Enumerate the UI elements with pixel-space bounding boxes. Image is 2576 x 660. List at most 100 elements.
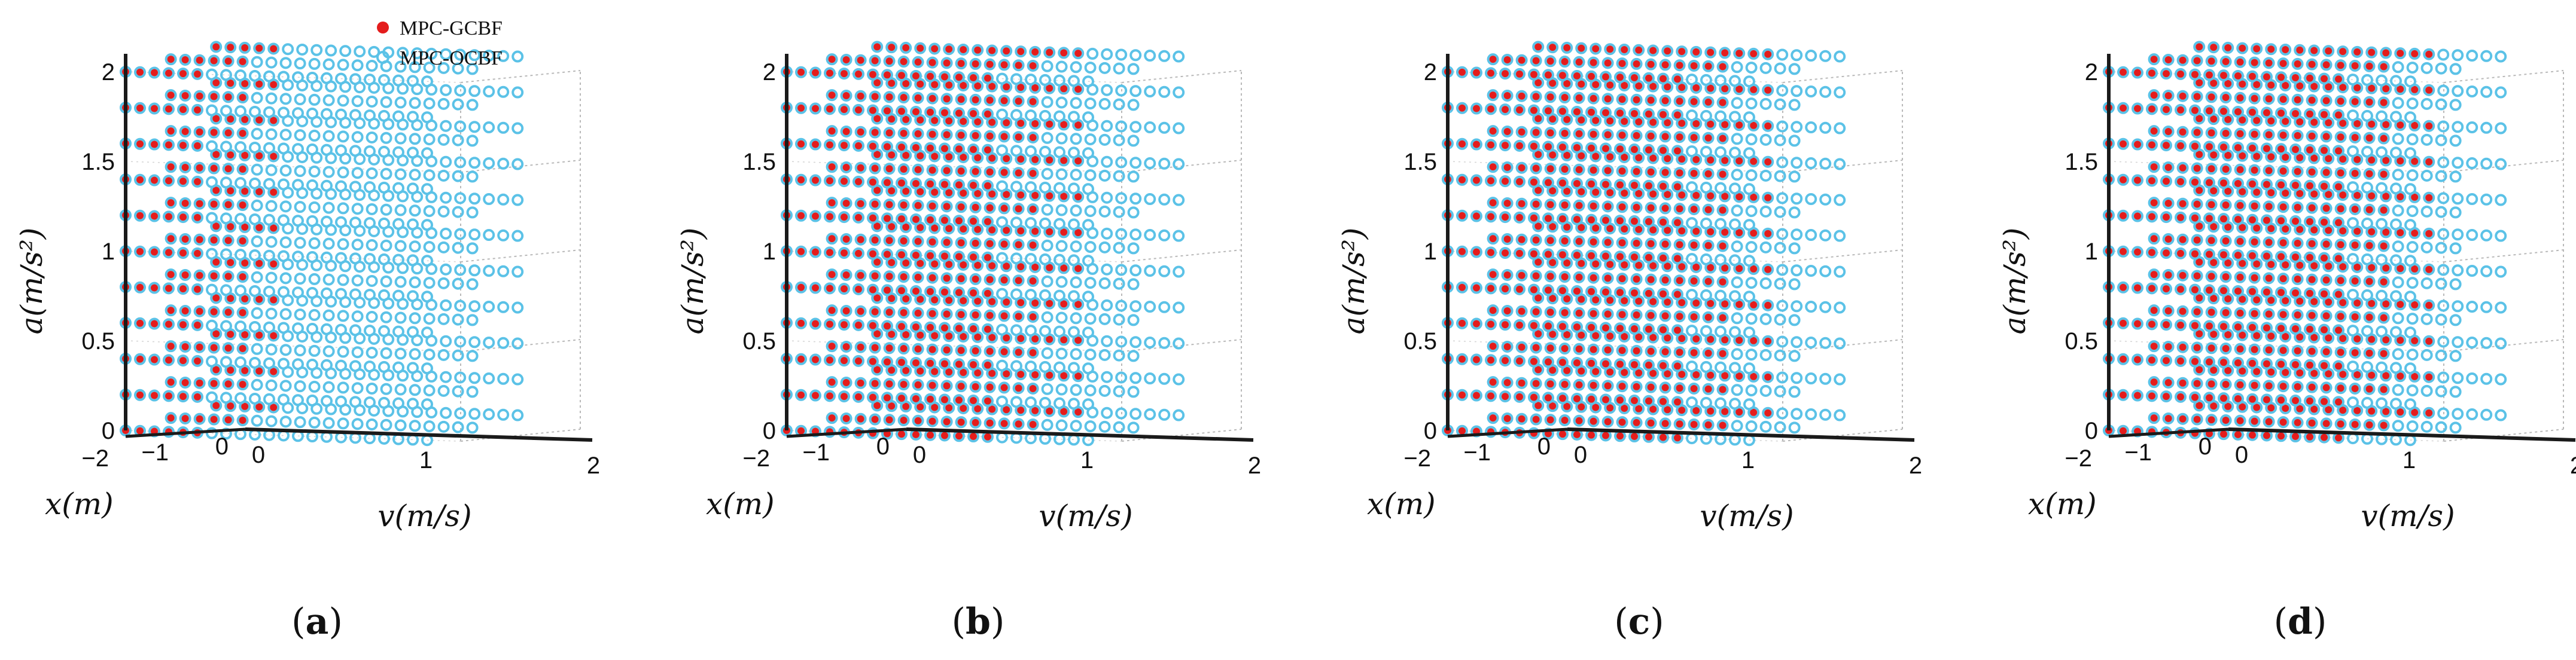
ocbf-point [912,414,924,427]
gcbf-point [900,166,908,173]
ocbf-point [967,143,979,156]
point-group [1012,310,1025,323]
point-group [483,121,495,134]
gcbf-point [826,249,833,256]
point-group [826,197,838,209]
point-group [454,371,467,384]
gcbf-point [1575,309,1583,317]
point-group [191,283,203,295]
point-group [1068,182,1080,195]
point-group [1115,192,1128,204]
ocbf-point [1027,310,1039,323]
gcbf-point [960,153,967,161]
point-group [826,268,838,281]
point-group [1098,169,1111,182]
ocbf-point [826,340,838,353]
ocbf-point [1819,337,1832,349]
point-group [1055,383,1068,396]
point-group [483,337,495,349]
point-group [1716,383,1729,396]
point-group [220,69,232,81]
point-group [177,68,189,80]
gcbf-point [797,283,805,291]
ocbf-point [1041,311,1053,323]
gcbf-point [931,188,939,196]
ocbf-point [967,323,979,335]
point-group [1012,131,1025,143]
ocbf-point [998,274,1010,286]
ocbf-point [967,251,979,264]
ocbf-point [236,307,249,319]
ocbf-point [349,109,361,121]
point-group [1715,289,1727,302]
point-group [177,390,189,403]
point-group [1058,47,1070,59]
ocbf-point [1041,239,1053,252]
point-group [483,85,495,98]
gcbf-point [1458,427,1466,435]
gcbf-point [181,91,189,99]
point-group [1743,291,1755,303]
gcbf-point [1473,284,1480,292]
point-group [940,57,953,69]
point-group [222,163,235,175]
ocbf-point [308,165,321,178]
ocbf-point [982,323,994,335]
ocbf-point [497,408,510,421]
point-group [881,248,893,261]
point-group [1127,63,1140,75]
point-group [1010,324,1022,337]
ocbf-point [511,122,524,135]
gcbf-point [885,165,893,173]
point-group [972,44,984,56]
ocbf-point [939,393,951,406]
ocbf-point [897,414,910,427]
point-group [1025,109,1037,122]
gcbf-point [1647,204,1655,212]
grid-line-level [1121,249,1242,262]
point-group [1628,395,1640,407]
point-group [1834,194,1846,206]
point-group [1573,199,1585,212]
ocbf-point [380,311,392,323]
ocbf-point [208,270,220,282]
point-group [452,170,464,182]
point-group [392,253,404,266]
ocbf-point [1070,276,1082,289]
point-group [1027,59,1039,72]
gcbf-point [1502,249,1509,257]
ocbf-point [483,121,495,134]
gcbf-point [1616,289,1624,297]
point-group [321,395,333,407]
ocbf-point [1025,74,1037,86]
gcbf-point [842,378,850,386]
gcbf-point [955,253,963,261]
ocbf-point [1041,60,1053,72]
point-group [265,271,278,284]
gcbf-point [1031,227,1039,235]
point-group [1113,277,1125,290]
gcbf-point [1588,395,1595,403]
point-group [1558,378,1571,391]
point-group [1834,265,1846,278]
ocbf-point [1027,239,1039,251]
point-group [163,318,175,331]
point-group [440,263,452,276]
point-group [1659,417,1671,430]
point-group [897,307,910,319]
ocbf-point [364,360,376,373]
ocbf-point [468,336,481,349]
gcbf-point [842,343,850,350]
ocbf-point [368,45,380,58]
gcbf-point [869,142,876,150]
ocbf-point [1053,182,1065,194]
point-group [883,270,896,283]
ocbf-point [364,253,376,265]
point-group [1173,50,1185,63]
point-group [222,55,235,68]
gcbf-point [1502,213,1509,221]
gcbf-point [1604,310,1612,318]
ocbf-point [1715,325,1727,338]
gcbf-point [151,212,158,220]
ocbf-point [826,268,838,281]
